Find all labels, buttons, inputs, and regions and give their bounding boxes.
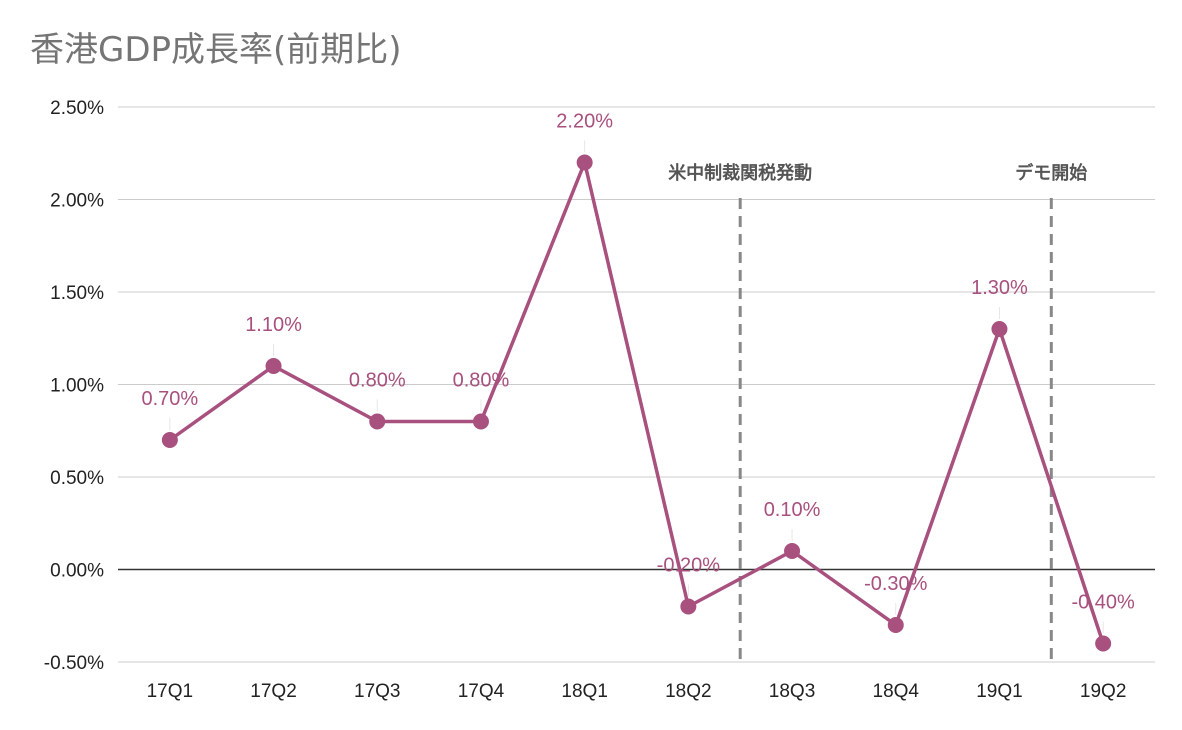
x-tick-label: 18Q1 [561, 681, 607, 702]
data-label: 2.20% [556, 111, 613, 133]
data-label: 0.10% [764, 499, 821, 521]
data-point [576, 154, 593, 171]
chart-title: 香港GDP成長率(前期比) [30, 30, 402, 70]
data-point [161, 432, 178, 448]
data-point [1095, 635, 1112, 652]
y-tick-label: -0.50% [44, 653, 104, 674]
series-line-layer [161, 154, 1112, 652]
x-tick-label: 17Q1 [147, 681, 193, 702]
y-tick-label: 0.00% [50, 561, 104, 582]
data-point [472, 413, 489, 430]
x-tick-label: 17Q4 [458, 681, 505, 702]
y-tick-label: 0.50% [50, 468, 104, 489]
y-tick-label: 2.50% [50, 98, 104, 119]
data-label: -0.20% [657, 555, 721, 577]
gridlines [118, 106, 1155, 663]
x-tick-label: 19Q2 [1080, 681, 1126, 702]
data-point [680, 598, 697, 615]
x-tick-label: 18Q4 [873, 681, 920, 702]
data-point [991, 321, 1008, 337]
data-label: 1.30% [971, 277, 1028, 299]
data-label: 0.80% [453, 370, 510, 392]
data-point [887, 617, 904, 633]
data-label: -0.40% [1071, 592, 1135, 614]
data-point [265, 358, 282, 374]
data-label: -0.30% [864, 573, 928, 595]
y-tick-label: 2.00% [50, 191, 104, 212]
annotations: 米中制裁関税発動 デモ開始 [668, 162, 1087, 662]
data-point [369, 413, 386, 430]
annotation-label: 米中制裁関税発動 [668, 162, 812, 184]
x-tick-label: 18Q2 [665, 681, 711, 702]
x-tick-label: 17Q3 [354, 681, 400, 702]
data-labels: 0.70% 1.10% 0.80% 0.80% 2.20% -0.20% 0.10% -0.3… [141, 111, 1135, 634]
y-tick-label: 1.50% [50, 283, 104, 304]
x-tick-label: 18Q3 [769, 681, 815, 702]
x-tick-label: 19Q1 [976, 681, 1022, 702]
y-axis-ticks: 2.50% 2.00% 1.50% 1.00% 0.50% 0.00% -0.50% [44, 98, 104, 674]
x-tick-label: 17Q2 [250, 681, 296, 702]
data-label: 1.10% [245, 314, 302, 336]
y-tick-label: 1.00% [50, 376, 104, 397]
data-label: 0.70% [141, 388, 198, 410]
data-label: 0.80% [349, 370, 406, 392]
series-line [168, 160, 1105, 645]
annotation-label: デモ開始 [1015, 162, 1087, 184]
x-axis-ticks: 17Q1 17Q2 17Q3 17Q4 18Q1 18Q2 18Q3 18Q4 19Q1 19Q2 [147, 681, 1127, 702]
data-point [784, 543, 801, 559]
